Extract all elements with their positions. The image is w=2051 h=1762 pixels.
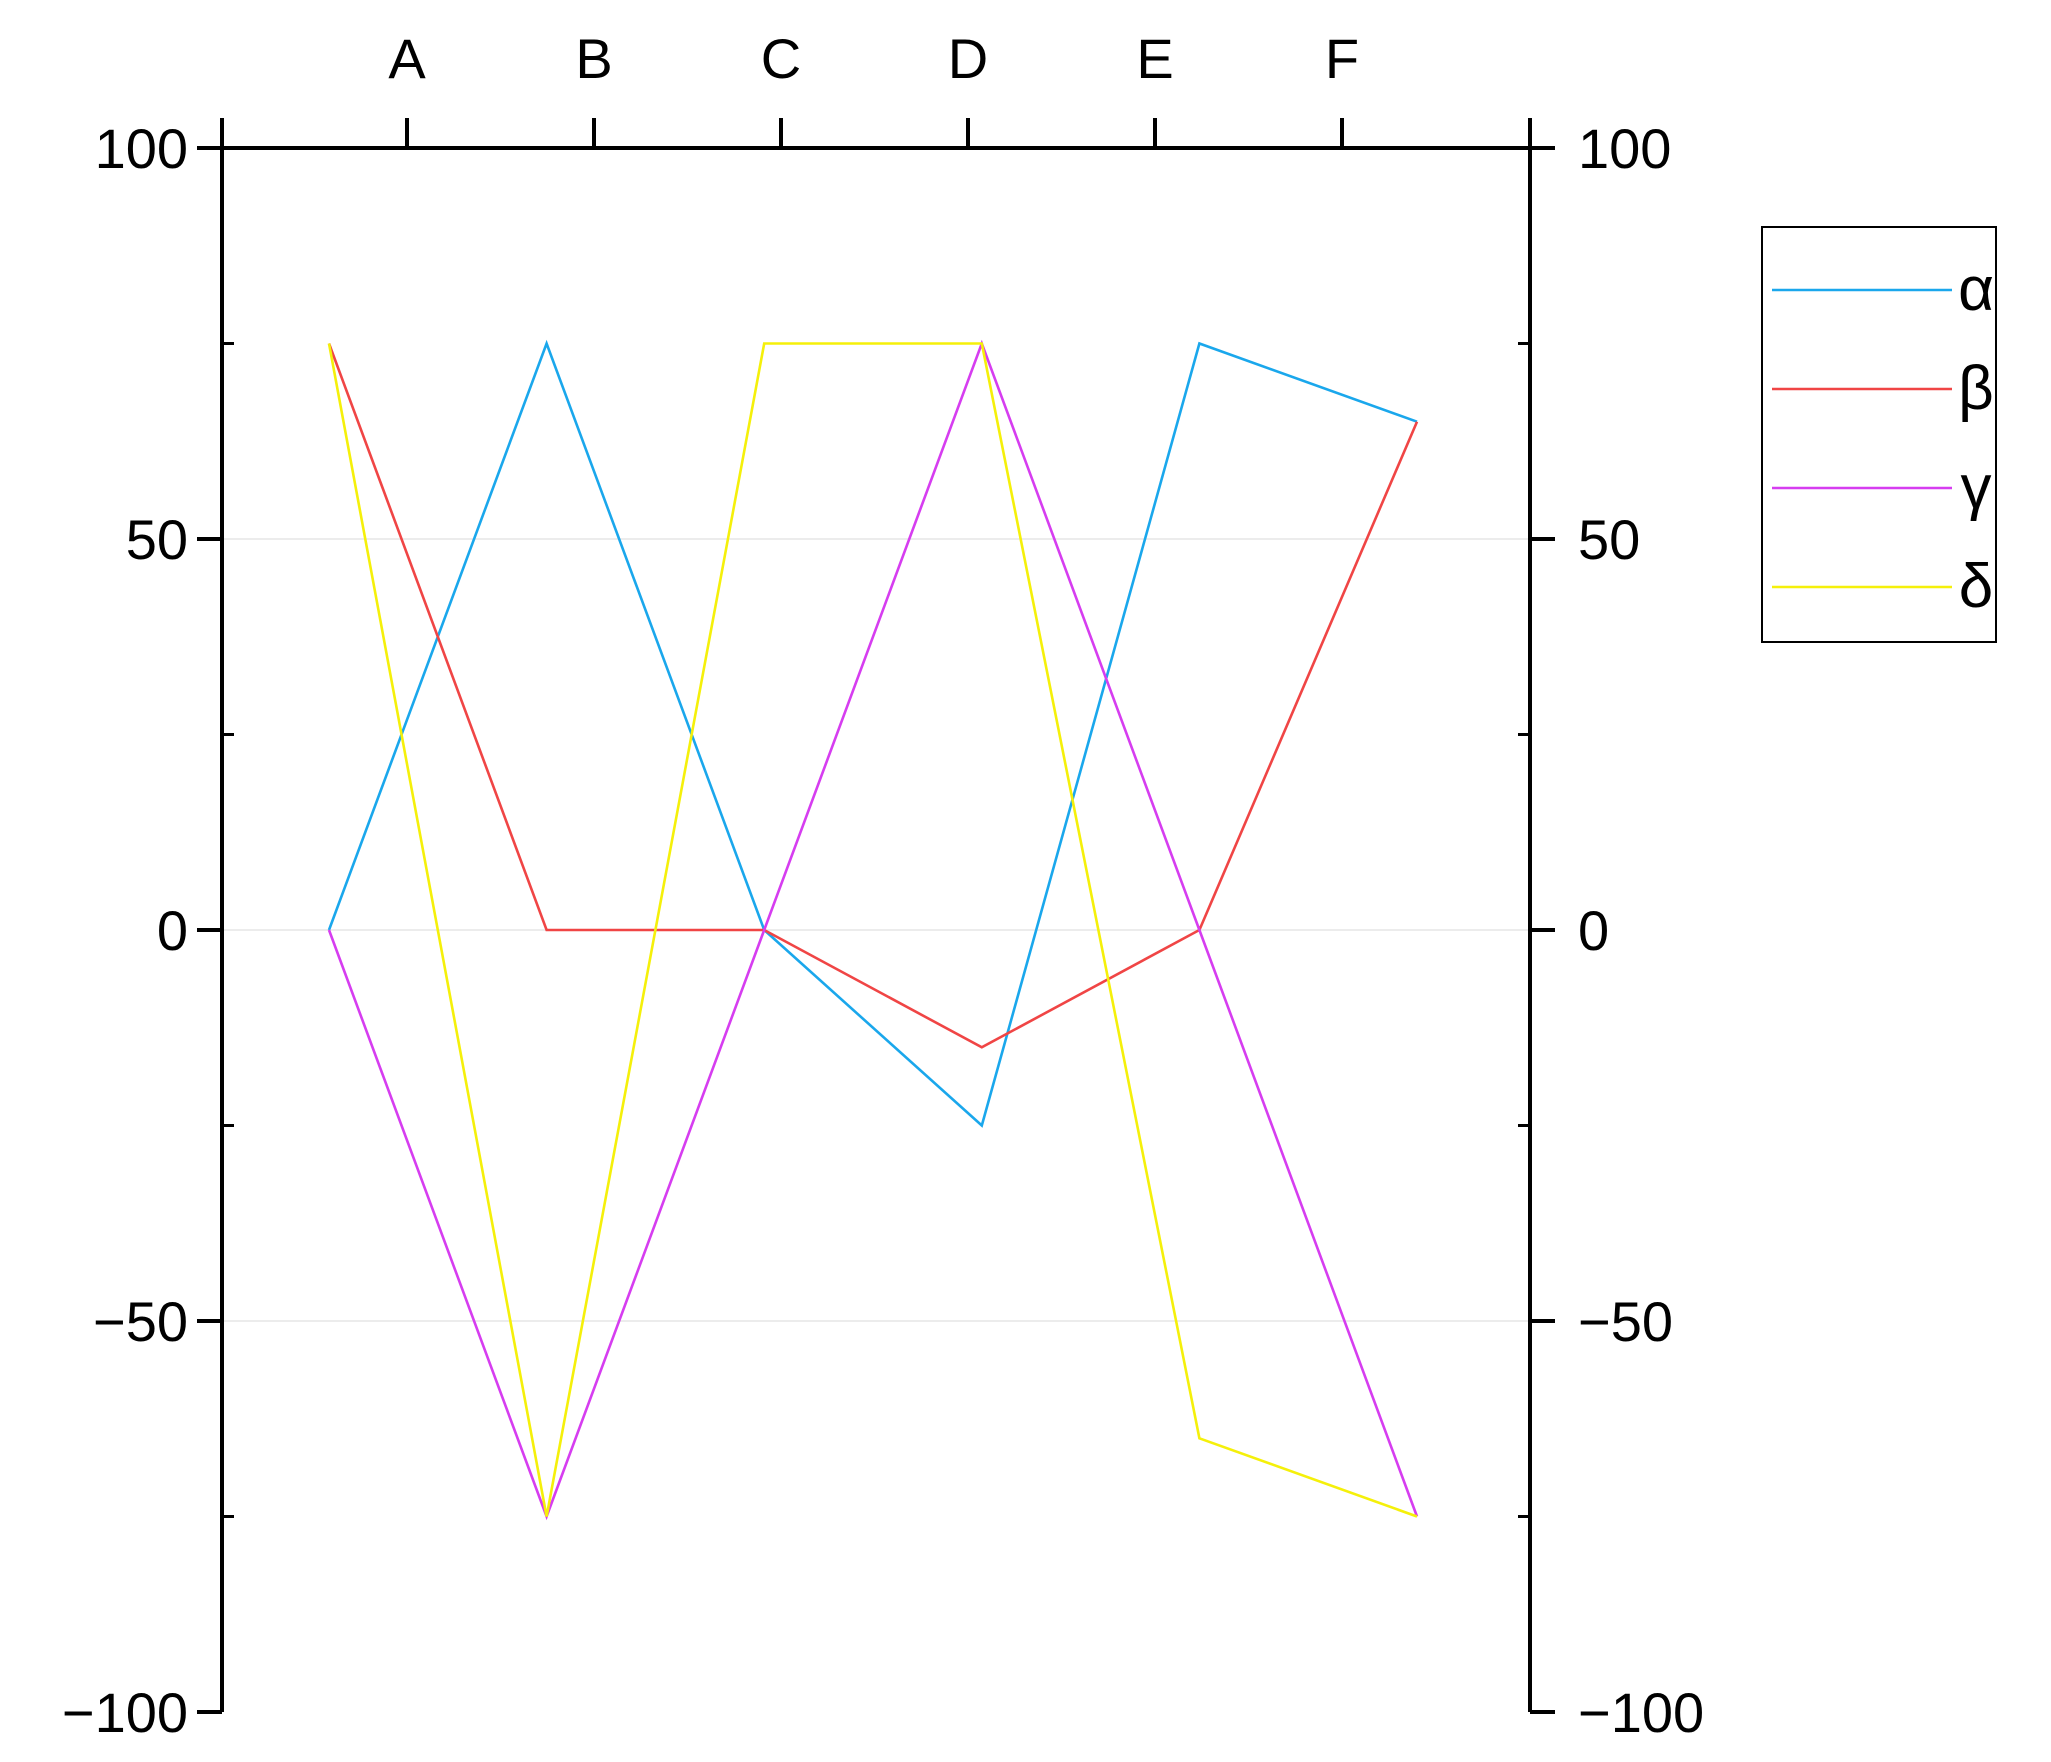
series-line-2 [327,343,1419,1049]
left-tick-label-1: 50 [126,508,188,571]
left-tick-label-3: −50 [93,1290,188,1353]
right-tick-label-3: −50 [1578,1290,1673,1353]
legend-label-1: α [1958,255,1994,324]
right-tick-label-1: 50 [1578,508,1640,571]
series-line-3 [327,339,1419,1521]
top-category-label-4: E [1136,27,1173,90]
right-tick-label-0: 100 [1578,117,1671,180]
legend-box [1761,226,1997,643]
series-line-1 [327,339,1418,1128]
top-category-label-2: C [761,27,801,90]
grid-lines [222,538,1530,1322]
legend-label-2: β [1958,354,1994,423]
legend-label-4: δ [1959,552,1994,621]
right-tick-label-4: −100 [1578,1681,1704,1744]
top-category-label-0: A [388,27,426,90]
left-tick-label-4: −100 [62,1681,188,1744]
left-tick-label-2: 0 [157,899,188,962]
top-category-label-1: B [575,27,612,90]
left-tick-label-0: 100 [95,117,188,180]
axes: 100 100 50 50 0 0 −50 −50 −100 −100 A B C D E F [62,27,1704,1744]
top-category-label-3: D [948,27,988,90]
right-tick-label-2: 0 [1578,899,1609,962]
series-lines [327,339,1419,1521]
top-category-label-5: F [1325,27,1359,90]
series-line-4 [327,342,1418,1518]
legend-label-3: γ [1961,453,1992,522]
